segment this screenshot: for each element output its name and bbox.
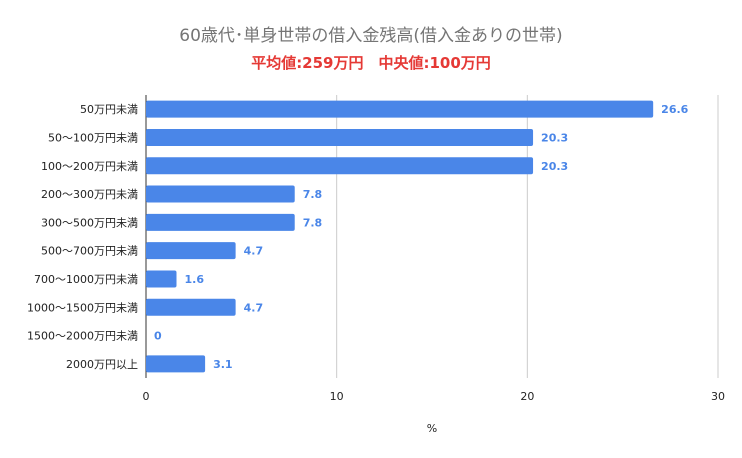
category-label: 300〜500万円未満 (41, 216, 138, 229)
data-label: 3.1 (213, 358, 233, 371)
data-label: 1.6 (185, 273, 205, 286)
category-label: 50万円未満 (80, 103, 138, 116)
bars (146, 100, 654, 373)
category-label: 1000〜1500万円未満 (27, 301, 138, 314)
x-tick-label: 30 (711, 390, 725, 403)
bar (146, 242, 236, 260)
category-label: 50〜100万円未満 (48, 131, 138, 144)
category-label: 500〜700万円未満 (41, 245, 138, 258)
category-labels: 50万円未満 50〜100万円未満 100〜200万円未満 200〜300万円未満 30… (27, 103, 138, 371)
x-tick-label: 10 (330, 390, 344, 403)
bar (146, 100, 654, 118)
x-tick-label: 0 (143, 390, 150, 403)
bar (146, 270, 177, 288)
data-label: 0 (154, 330, 162, 343)
chart-title: 60歳代･単身世帯の借入金残高(借入金ありの世帯) (179, 26, 562, 46)
data-label: 20.3 (541, 160, 568, 173)
data-label: 26.6 (661, 103, 688, 116)
category-label: 1500〜2000万円未満 (27, 330, 138, 343)
data-label: 20.3 (541, 131, 568, 144)
bar (146, 157, 534, 175)
bar (146, 185, 295, 203)
x-axis-label: % (427, 422, 437, 435)
category-label: 700〜1000万円未満 (34, 273, 138, 286)
chart-subtitle: 平均値:259万円 中央値:100万円 (251, 54, 491, 72)
bar (146, 298, 236, 316)
bar (146, 213, 295, 231)
category-label: 100〜200万円未満 (41, 160, 138, 173)
data-label: 7.8 (303, 216, 323, 229)
data-label: 4.7 (244, 245, 264, 258)
data-label: 4.7 (244, 301, 264, 314)
bar (146, 355, 206, 373)
x-tick-label: 20 (520, 390, 534, 403)
data-label: 7.8 (303, 188, 323, 201)
category-label: 200〜300万円未満 (41, 188, 138, 201)
bar (146, 128, 534, 146)
category-label: 2000万円以上 (66, 358, 138, 371)
x-tick-labels: 0 10 20 30 (143, 390, 726, 403)
data-labels: 26.6 20.3 20.3 7.8 7.8 4.7 1.6 4.7 0 3.1 (154, 103, 689, 371)
